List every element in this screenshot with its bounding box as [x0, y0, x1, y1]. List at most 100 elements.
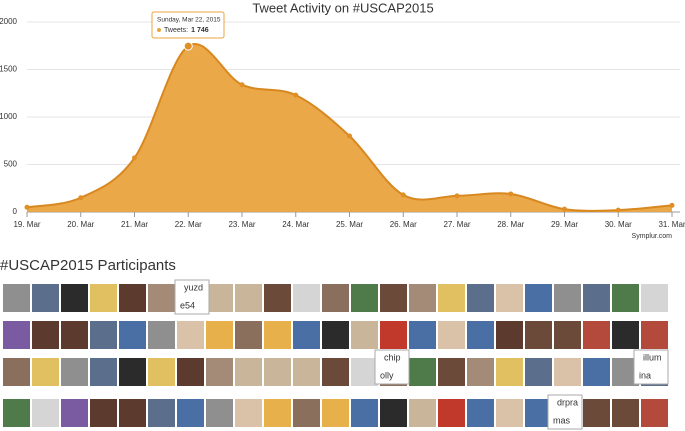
avatar [583, 399, 610, 427]
y-tick-label: 1000 [0, 112, 18, 121]
point [669, 202, 675, 208]
avatar [61, 358, 88, 386]
avatar [293, 284, 320, 312]
tooltip-value: 1 746 [191, 27, 209, 34]
avatar [3, 358, 30, 386]
x-tick-label: 22. Mar [175, 220, 202, 229]
avatar [496, 284, 523, 312]
avatar [32, 399, 59, 427]
avatar [438, 284, 465, 312]
avatar [32, 284, 59, 312]
avatar [438, 399, 465, 427]
participants-heading: #USCAP2015 Participants [0, 257, 176, 274]
avatar [409, 284, 436, 312]
y-tick-label: 500 [4, 160, 18, 169]
avatar [438, 358, 465, 386]
tooltip-text: Tweets: 1 746 [164, 27, 209, 34]
tooltip: Sunday, Mar 22, 2015 Tweets: 1 746 [151, 11, 225, 39]
x-tick-label: 23. Mar [228, 220, 255, 229]
avatar [496, 321, 523, 349]
point [24, 204, 30, 210]
avatar [264, 399, 291, 427]
avatar [351, 321, 378, 349]
avatar [322, 321, 349, 349]
avatar [525, 284, 552, 312]
avatar [264, 358, 291, 386]
avatar [351, 284, 378, 312]
avatar [612, 284, 639, 312]
broken-image-alt: ina [639, 370, 651, 380]
point [293, 92, 299, 98]
avatar [467, 321, 494, 349]
avatar [380, 284, 407, 312]
avatar [90, 399, 117, 427]
point [615, 207, 621, 213]
broken-image [547, 394, 583, 430]
x-tick-label: 28. Mar [497, 220, 524, 229]
y-tick-label: 2000 [0, 17, 18, 26]
avatar [641, 399, 668, 427]
avatar [32, 358, 59, 386]
broken-image-alt: drpra [557, 397, 578, 407]
avatar [380, 321, 407, 349]
broken-image-alt: mas [553, 415, 571, 425]
point [562, 206, 567, 212]
avatar [438, 321, 465, 349]
avatar [641, 284, 668, 312]
avatar [206, 358, 233, 386]
x-tick-label: 31. Mar [658, 220, 685, 229]
avatar [583, 321, 610, 349]
broken-image-alt: e54 [180, 300, 195, 310]
avatar [177, 321, 204, 349]
point [454, 193, 460, 199]
avatar [206, 284, 233, 312]
x-tick-label: 21. Mar [121, 220, 148, 229]
avatar [61, 284, 88, 312]
avatar [612, 321, 639, 349]
avatar [322, 358, 349, 386]
avatar [119, 321, 146, 349]
credit: Symplur.com [632, 233, 673, 240]
broken-image-alt: yuzd [184, 282, 203, 292]
avatar [467, 284, 494, 312]
avatar [293, 399, 320, 427]
avatar [90, 284, 117, 312]
broken-image-alt: olly [380, 370, 394, 380]
avatar [3, 321, 30, 349]
avatar [554, 284, 581, 312]
avatar [525, 358, 552, 386]
avatar [351, 399, 378, 427]
avatar [148, 284, 175, 312]
avatar [61, 399, 88, 427]
avatar [90, 321, 117, 349]
avatar [583, 284, 610, 312]
avatar [3, 399, 30, 427]
avatar [3, 284, 30, 312]
chart: 0 500 1000 1500 2000 19. Mar 20. Mar 21. Mar 22.… [0, 17, 685, 240]
point [132, 155, 137, 161]
point [239, 82, 245, 88]
avatar [293, 358, 320, 386]
avatar [119, 284, 146, 312]
y-tick-label: 0 [13, 207, 18, 216]
avatar [177, 399, 204, 427]
x-tick-label: 20. Mar [67, 220, 94, 229]
avatar [467, 399, 494, 427]
avatar [235, 321, 262, 349]
avatar [583, 358, 610, 386]
avatar [525, 321, 552, 349]
avatar [61, 321, 88, 349]
avatar [148, 358, 175, 386]
tooltip-title: Sunday, Mar 22, 2015 [157, 17, 221, 24]
tooltip-label: Tweets: [164, 27, 188, 34]
avatar [206, 321, 233, 349]
broken-image [174, 279, 210, 315]
x-tick-label: 26. Mar [390, 220, 417, 229]
avatar [119, 399, 146, 427]
avatar [409, 358, 436, 386]
avatar [177, 358, 204, 386]
tooltip-dot [157, 28, 161, 32]
x-tick-label: 27. Mar [443, 220, 470, 229]
avatar [264, 284, 291, 312]
